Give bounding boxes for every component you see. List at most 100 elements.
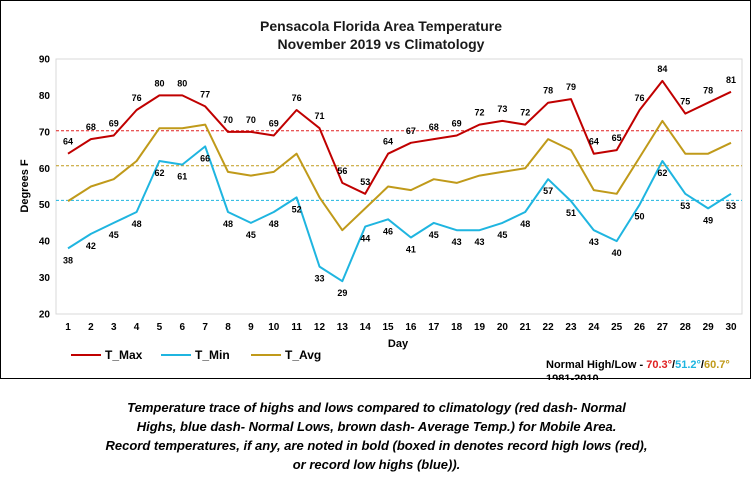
caption-line-3: Record temperatures, if any, are noted i… — [105, 438, 648, 453]
caption-line-2: Highs, blue dash- Normal Lows, brown das… — [136, 419, 617, 434]
data-label-t-max: 78 — [703, 86, 713, 96]
normals-prefix: Normal High/Low - — [546, 359, 646, 371]
data-label-t-max: 81 — [726, 75, 736, 85]
data-label-t-max: 79 — [566, 82, 576, 92]
y-tick-label: 90 — [39, 55, 51, 66]
x-tick-label: 13 — [337, 322, 349, 333]
x-tick-label: 5 — [157, 322, 163, 333]
x-tick-label: 30 — [725, 322, 737, 333]
x-tick-label: 4 — [134, 322, 140, 333]
data-label-t-min: 40 — [612, 248, 622, 258]
data-label-t-min: 45 — [246, 230, 256, 240]
data-label-t-max: 53 — [360, 177, 370, 187]
x-tick-label: 11 — [291, 322, 302, 333]
x-tick-label: 15 — [383, 322, 395, 333]
data-label-t-max: 80 — [177, 78, 187, 88]
data-label-t-min: 42 — [86, 241, 96, 251]
x-tick-label: 18 — [451, 322, 463, 333]
x-tick-label: 21 — [520, 322, 532, 333]
series-line-t-avg — [67, 119, 732, 232]
data-label-t-max: 68 — [86, 122, 96, 132]
x-tick-label: 1 — [65, 322, 71, 333]
series-line-t-max — [67, 79, 732, 195]
x-tick-label: 3 — [111, 322, 117, 333]
normals-sep-2: / — [701, 359, 704, 371]
data-label-t-max: 76 — [132, 93, 142, 103]
normals-text: Normal High/Low - 70.3°/51.2°/60.7° — [546, 359, 730, 371]
chart-title-line-2: November 2019 vs Climatology — [278, 36, 485, 52]
x-tick-label: 17 — [428, 322, 440, 333]
data-label-t-min: 50 — [635, 212, 645, 222]
data-label-t-min: 43 — [589, 237, 599, 247]
data-label-t-max: 76 — [635, 93, 645, 103]
data-label-t-min: 57 — [543, 186, 553, 196]
normals-period: 1981-2010 — [546, 373, 599, 380]
y-tick-label: 60 — [39, 164, 51, 175]
normal-high-value: 70.3° — [646, 359, 672, 371]
caption-line-1: Temperature trace of highs and lows comp… — [127, 400, 626, 415]
legend-label-t-max: T_Max — [105, 348, 143, 362]
data-label-t-min: 41 — [406, 245, 416, 255]
data-label-t-max: 64 — [63, 137, 73, 147]
normals-sep-1: / — [672, 359, 675, 371]
chart-title-line-1: Pensacola Florida Area Temperature — [260, 18, 502, 34]
legend: T_Max T_Min T_Avg — [71, 348, 321, 362]
x-tick-label: 23 — [565, 322, 577, 333]
data-label-t-max: 72 — [520, 108, 530, 118]
caption: Temperature trace of highs and lows comp… — [0, 398, 753, 474]
x-tick-label: 22 — [543, 322, 555, 333]
data-label-t-min: 52 — [292, 204, 302, 214]
plot-border — [55, 58, 743, 315]
data-label-t-min: 43 — [475, 237, 485, 247]
data-label-t-max: 69 — [452, 119, 462, 129]
data-label-t-min: 45 — [109, 230, 119, 240]
data-label-t-min: 29 — [337, 288, 347, 298]
legend-label-t-avg: T_Avg — [285, 348, 321, 362]
x-tick-label: 10 — [268, 322, 280, 333]
x-tick-label: 19 — [474, 322, 486, 333]
y-tick-label: 30 — [39, 273, 51, 284]
data-label-t-min: 53 — [726, 201, 736, 211]
data-label-t-min: 66 — [200, 153, 210, 163]
data-label-t-max: 84 — [657, 64, 667, 74]
x-tick-label: 6 — [180, 322, 186, 333]
data-label-t-min: 44 — [360, 234, 370, 244]
chart-frame: Pensacola Florida Area Temperature Novem… — [0, 0, 751, 380]
x-tick-label: 29 — [703, 322, 715, 333]
y-axis-label: Degrees F — [19, 159, 31, 212]
data-label-t-min: 45 — [429, 230, 439, 240]
data-label-t-max: 69 — [109, 119, 119, 129]
data-label-t-max: 70 — [246, 115, 256, 125]
data-label-t-min: 48 — [223, 219, 233, 229]
x-tick-label: 9 — [248, 322, 254, 333]
y-tick-label: 40 — [39, 237, 51, 248]
data-label-t-max: 77 — [200, 89, 210, 99]
data-label-t-max: 65 — [612, 133, 622, 143]
data-label-t-min: 53 — [680, 201, 690, 211]
data-label-t-min: 48 — [269, 219, 279, 229]
data-label-t-min: 61 — [177, 172, 187, 182]
data-label-t-min: 38 — [63, 255, 73, 265]
normal-avg-value: 60.7° — [704, 359, 730, 371]
normal-low-value: 51.2° — [675, 359, 701, 371]
data-label-t-min: 46 — [383, 226, 393, 236]
x-tick-label: 8 — [225, 322, 231, 333]
y-tick-label: 50 — [39, 200, 51, 211]
data-label-t-max: 76 — [292, 93, 302, 103]
data-label-t-min: 62 — [154, 168, 164, 178]
data-label-t-max: 73 — [497, 104, 507, 114]
data-label-t-max: 56 — [337, 166, 347, 176]
y-tick-label: 20 — [39, 310, 51, 321]
x-tick-label: 20 — [497, 322, 509, 333]
data-label-t-min: 43 — [452, 237, 462, 247]
x-tick-label: 27 — [657, 322, 669, 333]
y-tick-label: 70 — [39, 127, 51, 138]
data-label-t-max: 69 — [269, 119, 279, 129]
x-tick-label: 7 — [202, 322, 208, 333]
x-tick-label: 28 — [680, 322, 692, 333]
x-tick-label: 14 — [360, 322, 372, 333]
x-tick-label: 2 — [88, 322, 94, 333]
data-label-t-max: 64 — [589, 137, 599, 147]
caption-line-4: or record low highs (blue)). — [292, 457, 461, 472]
data-label-t-max: 70 — [223, 115, 233, 125]
